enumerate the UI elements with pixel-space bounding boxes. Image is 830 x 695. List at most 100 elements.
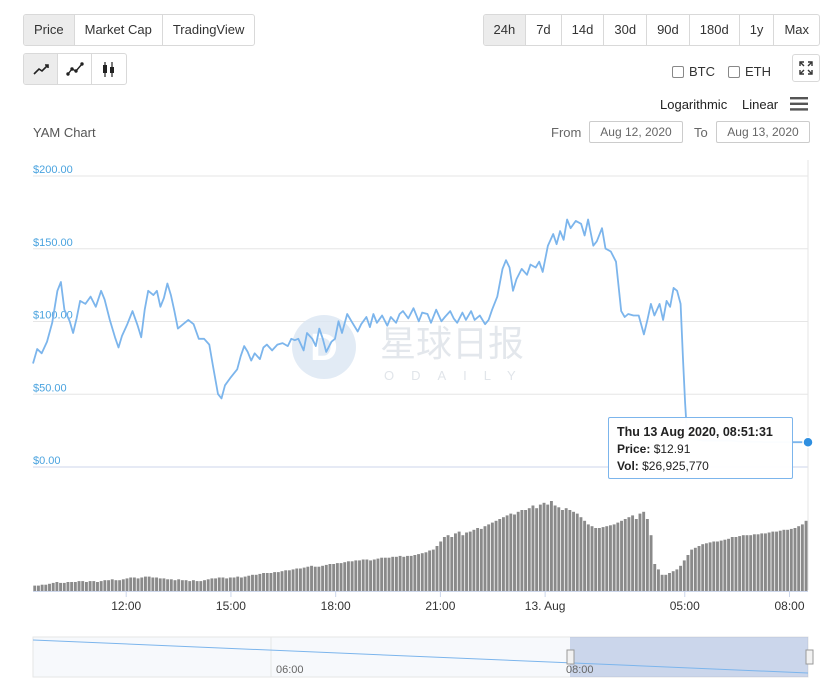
tab-price[interactable]: Price — [24, 15, 75, 45]
volume-bar — [372, 559, 376, 591]
volume-bar — [265, 573, 269, 591]
volume-bar — [623, 519, 627, 591]
tooltip-price-label: Price: — [617, 442, 651, 456]
volume-bar — [125, 578, 129, 591]
line-points-chart-icon — [65, 61, 84, 76]
volume-bar — [350, 561, 354, 591]
volume-bar — [531, 505, 535, 591]
volume-bar — [103, 580, 107, 591]
volume-bar — [339, 563, 343, 591]
from-date-input[interactable]: Aug 12, 2020 — [589, 121, 683, 143]
range-14d[interactable]: 14d — [562, 15, 605, 45]
volume-bar — [328, 564, 332, 591]
volume-bar — [564, 508, 568, 591]
volume-bar — [439, 541, 443, 591]
range-1y[interactable]: 1y — [740, 15, 775, 45]
volume-bar — [435, 546, 439, 591]
volume-bar — [284, 570, 288, 591]
volume-bar — [73, 582, 77, 591]
x-tick-label: 18:00 — [321, 599, 351, 613]
metric-tabs: Price Market Cap TradingView — [23, 14, 256, 46]
range-max[interactable]: Max — [784, 22, 809, 37]
volume-bar — [273, 572, 277, 591]
volume-bar — [620, 520, 623, 591]
watermark-text-cn: 星球日报 — [380, 324, 524, 365]
watermark: D 星球日报 ODAILY — [292, 315, 524, 383]
price-series-line — [32, 218, 808, 444]
y-tick-label: $200.00 — [33, 164, 73, 176]
volume-bar — [535, 508, 539, 591]
navigator-right-handle[interactable] — [805, 649, 814, 665]
volume-bar — [472, 529, 476, 591]
volume-bar — [188, 581, 192, 591]
volume-bar — [549, 501, 553, 591]
volume-bar — [686, 555, 690, 591]
range-30d[interactable]: 30d — [604, 15, 648, 45]
line-chart-button[interactable] — [24, 54, 58, 84]
to-date-input[interactable]: Aug 13, 2020 — [716, 121, 810, 143]
range-180d[interactable]: 180d — [690, 15, 740, 45]
volume-bar — [627, 517, 631, 591]
linear-scale-option[interactable]: Linear — [742, 97, 779, 112]
volume-bar — [232, 577, 236, 591]
candlestick-chart-button[interactable] — [92, 54, 126, 84]
volume-bar — [741, 535, 745, 591]
volume-bar — [797, 526, 801, 591]
volume-bar — [92, 581, 96, 591]
volume-bar — [450, 537, 454, 591]
volume-bar — [690, 549, 694, 591]
volume-bar — [391, 556, 395, 591]
volume-bar — [365, 559, 369, 591]
volume-bar — [343, 562, 347, 591]
chart-type-tabs — [23, 53, 127, 85]
volume-bar — [155, 577, 158, 591]
btc-compare-checkbox[interactable]: BTC — [672, 64, 715, 79]
navigator-selection[interactable] — [570, 637, 808, 677]
btc-label: BTC — [689, 64, 715, 79]
volume-bar — [542, 502, 546, 591]
volume-bar — [324, 564, 328, 591]
eth-label: ETH — [745, 64, 771, 79]
volume-bar — [712, 541, 716, 591]
volume-bar — [295, 568, 299, 591]
tooltip-vol-label: Vol: — [617, 459, 639, 473]
volume-bar — [62, 582, 66, 591]
volume-bar — [151, 577, 155, 591]
volume-bar — [793, 528, 797, 591]
volume-bar — [642, 511, 646, 591]
volume-bar — [354, 560, 358, 591]
eth-compare-checkbox[interactable]: ETH — [728, 64, 771, 79]
volume-bar — [144, 576, 147, 591]
price-tooltip: Thu 13 Aug 2020, 08:51:31 Price: $12.91 … — [608, 417, 793, 479]
tab-market-cap[interactable]: Market Cap — [75, 15, 163, 45]
volume-bar — [110, 579, 114, 591]
fullscreen-button[interactable] — [792, 54, 820, 82]
range-7d[interactable]: 7d — [526, 15, 562, 45]
hamburger-menu-icon[interactable] — [790, 97, 808, 111]
volume-bar — [442, 537, 446, 591]
range-90d[interactable]: 90d — [647, 15, 690, 45]
volume-bar — [583, 520, 587, 591]
range-24h[interactable]: 24h — [483, 15, 527, 45]
volume-bar — [358, 560, 361, 591]
navigator-left-handle[interactable] — [566, 649, 575, 665]
volume-bar — [158, 578, 162, 591]
volume-bar — [553, 505, 557, 591]
volume-bar — [660, 574, 664, 591]
volume-bar — [745, 535, 749, 591]
candlestick-chart-icon — [103, 61, 114, 77]
volume-bar — [649, 535, 653, 591]
volume-bar — [118, 580, 122, 591]
volume-bar — [671, 571, 675, 591]
volume-bar — [147, 576, 151, 591]
volume-bar — [749, 535, 753, 591]
volume-bar — [66, 582, 70, 591]
logarithmic-scale-option[interactable]: Logarithmic — [660, 97, 728, 112]
volume-bar — [409, 555, 413, 591]
volume-bar — [199, 581, 203, 591]
line-points-chart-button[interactable] — [58, 54, 92, 84]
volume-bar — [520, 510, 524, 591]
volume-bar — [789, 528, 793, 591]
tab-tradingview[interactable]: TradingView — [172, 22, 245, 37]
